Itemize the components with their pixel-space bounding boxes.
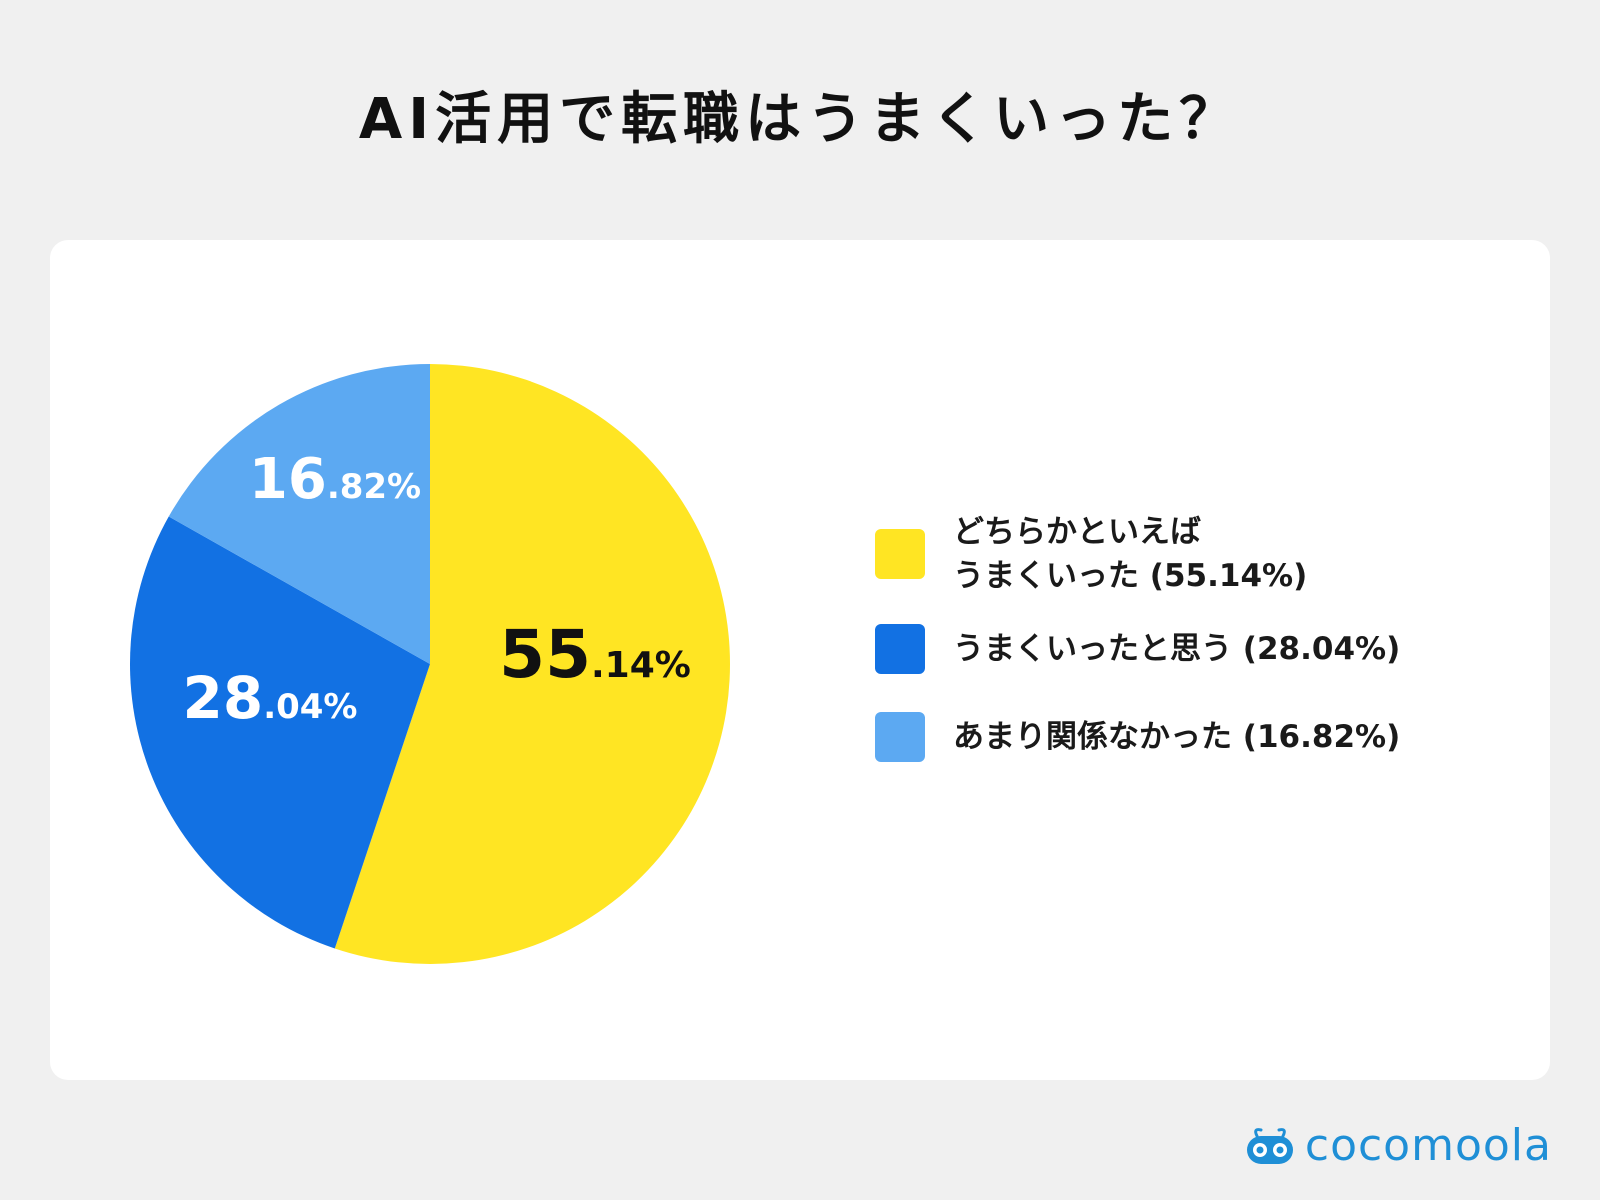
cocomoola-logo-icon (1246, 1127, 1293, 1164)
legend-label: どちらかといえば うまくいった (55.14%) (953, 514, 1308, 594)
legend-item: うまくいったと思う (28.04%) (875, 624, 1495, 674)
legend-swatch (875, 529, 925, 579)
legend-label: あまり関係なかった (16.82%) (953, 719, 1401, 755)
pie-slice-value-label: 28.04% (182, 664, 357, 732)
legend: どちらかといえば うまくいった (55.14%) うまくいったと思う (28.04%… (875, 510, 1495, 792)
pie-slice (334, 364, 730, 964)
legend-item: どちらかといえば うまくいった (55.14%) (875, 510, 1495, 598)
brand-logo: cocomoola (1243, 1120, 1552, 1171)
pie-slice-value-label: 55.14% (499, 616, 691, 693)
pie-slice-value-label: 16.82% (249, 447, 421, 512)
pie-chart: 55.14% 28.04% 16.82% (129, 364, 730, 964)
chart-card: 55.14% 28.04% 16.82% どちらかといえば うまくいった (55.14… (50, 240, 1550, 1080)
legend-swatch (875, 624, 925, 674)
brand-name: cocomoola (1304, 1120, 1552, 1171)
pie-slice (168, 364, 430, 664)
chart-title: AI活用で転職はうまくいった？ (358, 87, 1242, 152)
legend-label: うまくいったと思う (28.04%) (953, 631, 1401, 667)
legend-item: あまり関係なかった (16.82%) (875, 712, 1495, 762)
pie-slice (129, 516, 430, 949)
legend-swatch (875, 712, 925, 762)
